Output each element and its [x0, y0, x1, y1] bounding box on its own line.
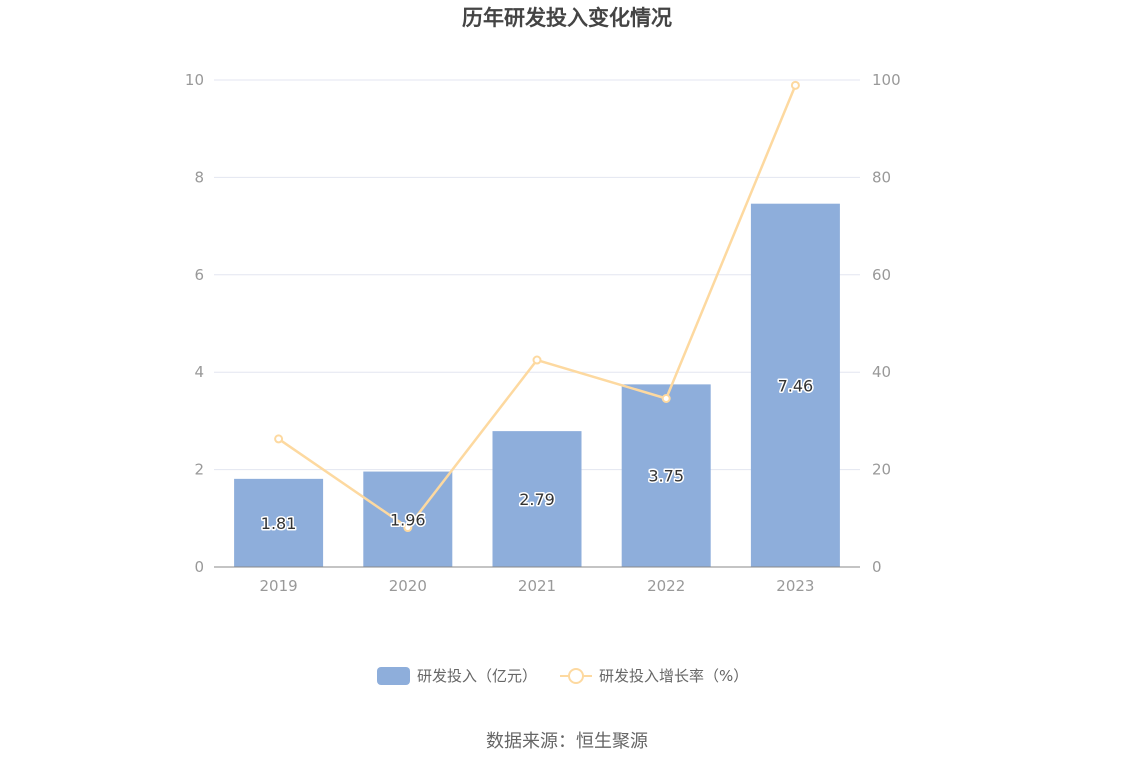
- left-tick-label: 4: [194, 363, 204, 381]
- legend-bar-swatch: [377, 667, 410, 685]
- bar-value-label: 1.81: [261, 514, 297, 533]
- bar-series: [234, 203, 840, 567]
- bar-labels: 1.81 1.96 2.79 3.75 7.46: [259, 375, 814, 535]
- line-point: [532, 355, 542, 365]
- legend-item-bar[interactable]: 研发投入（亿元）: [377, 667, 537, 685]
- line-point: [790, 80, 800, 90]
- legend-bar-label: 研发投入（亿元）: [417, 667, 537, 685]
- bar-value-label: 2.79: [519, 490, 555, 509]
- right-tick-label: 60: [872, 266, 891, 284]
- right-axis-ticks: 0 20 40 60 80 100: [872, 71, 901, 576]
- left-tick-label: 8: [194, 168, 204, 186]
- bar-value-label: 7.46: [778, 376, 814, 395]
- right-tick-label: 0: [872, 558, 882, 576]
- bar: [621, 384, 711, 567]
- line-point: [403, 523, 413, 533]
- legend-line-marker: [568, 668, 584, 684]
- bar: [750, 203, 840, 567]
- left-tick-label: 0: [194, 558, 204, 576]
- bar-value-label: 3.75: [648, 467, 684, 486]
- left-tick-label: 6: [194, 266, 204, 284]
- bar-value-label: 1.96: [390, 510, 426, 529]
- line-series: [274, 80, 800, 533]
- x-axis-ticks: 2019 2020 2021 2022 2023: [260, 577, 815, 595]
- right-tick-label: 80: [872, 168, 891, 186]
- x-tick-label: 2021: [518, 577, 556, 595]
- x-tick-label: 2023: [776, 577, 814, 595]
- bar: [234, 478, 324, 567]
- x-tick-label: 2022: [647, 577, 685, 595]
- right-tick-label: 20: [872, 461, 891, 479]
- legend-line-label: 研发投入增长率（%）: [599, 667, 748, 685]
- source-note: 数据来源：恒生聚源: [486, 731, 648, 752]
- legend-item-line[interactable]: 研发投入增长率（%）: [560, 667, 748, 685]
- line-point: [274, 434, 284, 444]
- x-tick-label: 2019: [260, 577, 298, 595]
- legend: 研发投入（亿元） 研发投入增长率（%）: [377, 667, 748, 685]
- bar: [492, 431, 582, 567]
- left-tick-label: 2: [194, 461, 204, 479]
- right-tick-label: 100: [872, 71, 901, 89]
- left-axis-ticks: 0 2 4 6 8 10: [185, 71, 204, 576]
- line-point: [661, 393, 671, 403]
- right-tick-label: 40: [872, 363, 891, 381]
- left-tick-label: 10: [185, 71, 204, 89]
- chart-title: 历年研发投入变化情况: [462, 6, 672, 30]
- x-tick-label: 2020: [389, 577, 427, 595]
